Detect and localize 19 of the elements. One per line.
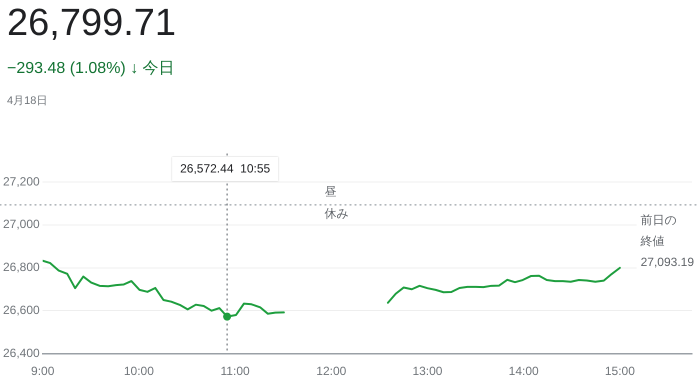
x-tick-label: 15:00	[604, 364, 636, 378]
x-tick-label: 10:00	[124, 364, 154, 378]
annotation: 昼	[324, 184, 337, 198]
y-tick-label: 26,400	[3, 346, 40, 360]
text: 4月18日	[7, 94, 48, 108]
ref-line-label: 前日の終値27,093.19	[640, 213, 694, 270]
annotation: 休み	[324, 206, 349, 220]
x-tick-label: 13:00	[412, 364, 443, 378]
y-tick-label: 26,800	[3, 260, 40, 274]
y-tick-label: 27,200	[3, 174, 40, 188]
x-tick-label: 12:00	[316, 364, 347, 378]
text: 26,572.44 10:55	[180, 161, 271, 176]
y-tick-label: 26,600	[3, 303, 40, 318]
x-tick-label: 9:00	[31, 364, 55, 378]
y-tick-label: 27,000	[3, 217, 40, 232]
chart-subtitle: −293.48 (1.08%) ↓ 今日	[7, 59, 175, 79]
chart-title: 26,799.71	[7, 2, 176, 45]
x-tick-label: 14:00	[508, 364, 540, 378]
x-tick-label: 11:00	[220, 364, 250, 378]
